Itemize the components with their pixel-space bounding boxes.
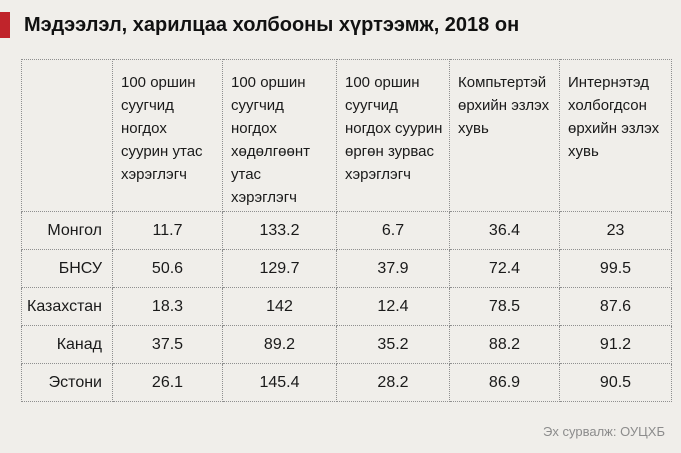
column-header-empty <box>21 59 113 212</box>
table-cell: 78.5 <box>449 287 560 326</box>
table-cell: 23 <box>559 211 672 250</box>
table-cell: 28.2 <box>336 363 450 402</box>
title-accent-bar <box>0 12 10 38</box>
table-cell: 129.7 <box>222 249 337 288</box>
table-cell: 12.4 <box>336 287 450 326</box>
column-header-households-internet: Интернэтэд холбогдсон өрхийн эзлэх хувь <box>559 59 672 212</box>
table-cell: 145.4 <box>222 363 337 402</box>
table-cell: 133.2 <box>222 211 337 250</box>
table-cell: 18.3 <box>112 287 223 326</box>
column-header-mobile-phone: 100 оршин суугчид ногдох хөдөлгөөнт утас… <box>222 59 337 212</box>
table-cell: 50.6 <box>112 249 223 288</box>
table-row: Монгол 11.7 133.2 6.7 36.4 23 <box>21 211 672 250</box>
column-header-fixed-broadband: 100 оршин суугчид ногдох суурин өргөн зу… <box>336 59 450 212</box>
row-label: БНСУ <box>21 249 113 288</box>
table-row: БНСУ 50.6 129.7 37.9 72.4 99.5 <box>21 249 672 288</box>
page-title: Мэдээлэл, харилцаа холбооны хүртээмж, 20… <box>24 14 520 36</box>
row-label: Канад <box>21 325 113 364</box>
table-row: Казахстан 18.3 142 12.4 78.5 87.6 <box>21 287 672 326</box>
table-cell: 86.9 <box>449 363 560 402</box>
table-cell: 91.2 <box>559 325 672 364</box>
table-header-row: 100 оршин суугчид ногдох суурин утас хэр… <box>21 59 672 212</box>
table-cell: 35.2 <box>336 325 450 364</box>
table-cell: 142 <box>222 287 337 326</box>
row-label: Эстони <box>21 363 113 402</box>
row-label: Казахстан <box>21 287 113 326</box>
table-cell: 26.1 <box>112 363 223 402</box>
table-cell: 72.4 <box>449 249 560 288</box>
table-cell: 90.5 <box>559 363 672 402</box>
table-cell: 36.4 <box>449 211 560 250</box>
table-row: Канад 37.5 89.2 35.2 88.2 91.2 <box>21 325 672 364</box>
table-cell: 37.9 <box>336 249 450 288</box>
row-label: Монгол <box>21 211 113 250</box>
table-cell: 11.7 <box>112 211 223 250</box>
table-cell: 37.5 <box>112 325 223 364</box>
column-header-fixed-phone: 100 оршин суугчид ногдох суурин утас хэр… <box>112 59 223 212</box>
statistics-table: 100 оршин суугчид ногдох суурин утас хэр… <box>21 59 672 402</box>
table-row: Эстони 26.1 145.4 28.2 86.9 90.5 <box>21 363 672 402</box>
column-header-households-computer: Компьтертэй өрхийн эзлэх хувь <box>449 59 560 212</box>
table-cell: 89.2 <box>222 325 337 364</box>
table-cell: 6.7 <box>336 211 450 250</box>
table-cell: 88.2 <box>449 325 560 364</box>
table-cell: 87.6 <box>559 287 672 326</box>
table-cell: 99.5 <box>559 249 672 288</box>
source-note: Эх сурвалж: ОУЦХБ <box>543 424 665 439</box>
